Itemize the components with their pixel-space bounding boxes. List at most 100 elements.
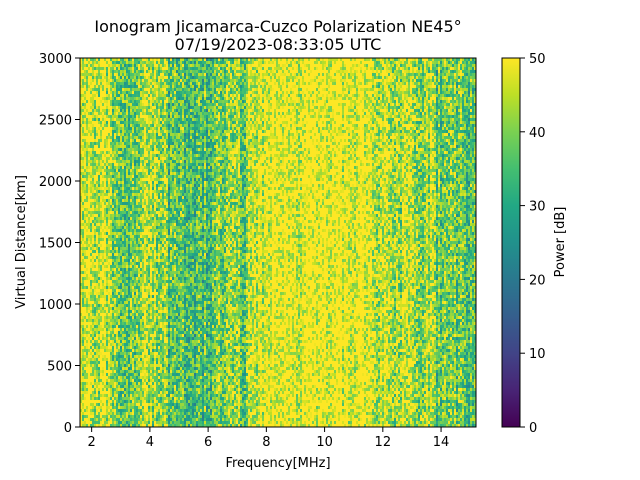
heatmap-cell [126, 169, 128, 172]
heatmap-cell [144, 121, 146, 124]
heatmap-cell [124, 172, 126, 175]
heatmap-cell [156, 394, 158, 397]
heatmap-cell [118, 418, 120, 421]
heatmap-cell [168, 301, 170, 304]
heatmap-cell [124, 199, 126, 202]
heatmap-cell [132, 112, 134, 115]
heatmap-cell [94, 136, 96, 139]
heatmap-cell [120, 382, 122, 385]
heatmap-cell [152, 397, 154, 400]
heatmap-cell [96, 154, 98, 157]
heatmap-cell [142, 322, 144, 325]
heatmap-cell [164, 70, 166, 73]
heatmap-cell [138, 412, 140, 415]
heatmap-cell [142, 112, 144, 115]
heatmap-cell [136, 187, 138, 190]
heatmap-cell [140, 352, 142, 355]
heatmap-cell [126, 406, 128, 409]
heatmap-cell [176, 136, 178, 139]
heatmap-cell [130, 337, 132, 340]
heatmap-cell [138, 157, 140, 160]
heatmap-cell [124, 133, 126, 136]
heatmap-cell [174, 391, 176, 394]
heatmap-cell [100, 223, 102, 226]
heatmap-cell [158, 358, 160, 361]
heatmap-cell [170, 139, 172, 142]
heatmap-cell [116, 97, 118, 100]
heatmap-cell [106, 289, 108, 292]
heatmap-cell [138, 154, 140, 157]
heatmap-cell [178, 151, 180, 154]
heatmap-cell [134, 403, 136, 406]
heatmap-cell [120, 307, 122, 310]
heatmap-cell [116, 343, 118, 346]
heatmap-cell [168, 343, 170, 346]
heatmap-cell [126, 322, 128, 325]
heatmap-cell [136, 64, 138, 67]
heatmap-cell [98, 391, 100, 394]
heatmap-cell [174, 319, 176, 322]
heatmap-cell [180, 97, 182, 100]
heatmap-cell [128, 277, 130, 280]
heatmap-cell [176, 79, 178, 82]
heatmap-cell [100, 196, 102, 199]
heatmap-cell [130, 229, 132, 232]
heatmap-cell [122, 346, 124, 349]
heatmap-cell [132, 289, 134, 292]
heatmap-cell [140, 316, 142, 319]
heatmap-cell [96, 367, 98, 370]
heatmap-cell [86, 388, 88, 391]
chart-title-line2: 07/19/2023-08:33:05 UTC [175, 35, 382, 54]
heatmap-cell [160, 112, 162, 115]
heatmap-cell [106, 280, 108, 283]
heatmap-cell [82, 73, 84, 76]
heatmap-cell [158, 265, 160, 268]
heatmap-cell [134, 154, 136, 157]
heatmap-cell [104, 211, 106, 214]
heatmap-cell [112, 358, 114, 361]
heatmap-cell [120, 244, 122, 247]
heatmap-cell [150, 406, 152, 409]
heatmap-cell [124, 325, 126, 328]
heatmap-cell [180, 277, 182, 280]
heatmap-cell [140, 304, 142, 307]
heatmap-cell [120, 88, 122, 91]
heatmap-cell [172, 253, 174, 256]
heatmap-cell [126, 358, 128, 361]
heatmap-cell [172, 328, 174, 331]
heatmap-cell [128, 340, 130, 343]
heatmap-cell [174, 301, 176, 304]
heatmap-cell [178, 142, 180, 145]
heatmap-cell [124, 292, 126, 295]
heatmap-cell [134, 169, 136, 172]
heatmap-cell [170, 274, 172, 277]
heatmap-cell [160, 235, 162, 238]
heatmap-cell [84, 355, 86, 358]
heatmap-cell [154, 376, 156, 379]
heatmap-cell [150, 343, 152, 346]
heatmap-cell [134, 205, 136, 208]
heatmap-cell [92, 334, 94, 337]
heatmap-cell [168, 331, 170, 334]
heatmap-cell [88, 331, 90, 334]
heatmap-cell [180, 238, 182, 241]
heatmap-cell [178, 220, 180, 223]
heatmap-cell [122, 367, 124, 370]
heatmap-cell [150, 172, 152, 175]
heatmap-cell [162, 169, 164, 172]
heatmap-cell [144, 283, 146, 286]
heatmap-cell [112, 202, 114, 205]
heatmap-cell [172, 199, 174, 202]
heatmap-cell [128, 181, 130, 184]
heatmap-cell [172, 388, 174, 391]
heatmap-cell [132, 409, 134, 412]
heatmap-cell [90, 151, 92, 154]
heatmap-cell [138, 79, 140, 82]
heatmap-cell [134, 127, 136, 130]
heatmap-cell [164, 109, 166, 112]
heatmap-cell [150, 127, 152, 130]
heatmap-cell [98, 265, 100, 268]
heatmap-cell [170, 196, 172, 199]
heatmap-cell [96, 328, 98, 331]
heatmap-cell [122, 382, 124, 385]
